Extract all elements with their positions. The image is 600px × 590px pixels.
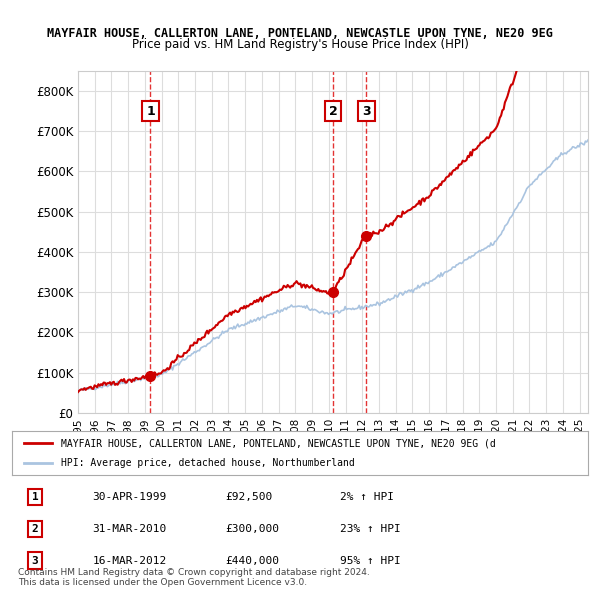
Text: Price paid vs. HM Land Registry's House Price Index (HPI): Price paid vs. HM Land Registry's House … bbox=[131, 38, 469, 51]
Text: 1: 1 bbox=[146, 104, 155, 117]
Text: 16-MAR-2012: 16-MAR-2012 bbox=[92, 556, 167, 566]
Text: 2: 2 bbox=[329, 104, 337, 117]
Text: 1: 1 bbox=[32, 492, 38, 502]
Text: £300,000: £300,000 bbox=[225, 524, 279, 534]
Text: 23% ↑ HPI: 23% ↑ HPI bbox=[340, 524, 401, 534]
Text: 3: 3 bbox=[362, 104, 371, 117]
Text: MAYFAIR HOUSE, CALLERTON LANE, PONTELAND, NEWCASTLE UPON TYNE, NE20 9EG: MAYFAIR HOUSE, CALLERTON LANE, PONTELAND… bbox=[47, 27, 553, 40]
Text: £440,000: £440,000 bbox=[225, 556, 279, 566]
Text: 2% ↑ HPI: 2% ↑ HPI bbox=[340, 492, 394, 502]
Text: HPI: Average price, detached house, Northumberland: HPI: Average price, detached house, Nort… bbox=[61, 458, 355, 467]
Text: 95% ↑ HPI: 95% ↑ HPI bbox=[340, 556, 401, 566]
Text: 3: 3 bbox=[32, 556, 38, 566]
Text: 30-APR-1999: 30-APR-1999 bbox=[92, 492, 167, 502]
Text: 2: 2 bbox=[32, 524, 38, 534]
Text: 31-MAR-2010: 31-MAR-2010 bbox=[92, 524, 167, 534]
Text: Contains HM Land Registry data © Crown copyright and database right 2024.
This d: Contains HM Land Registry data © Crown c… bbox=[18, 568, 370, 587]
Text: MAYFAIR HOUSE, CALLERTON LANE, PONTELAND, NEWCASTLE UPON TYNE, NE20 9EG (d: MAYFAIR HOUSE, CALLERTON LANE, PONTELAND… bbox=[61, 438, 496, 448]
Text: £92,500: £92,500 bbox=[225, 492, 272, 502]
